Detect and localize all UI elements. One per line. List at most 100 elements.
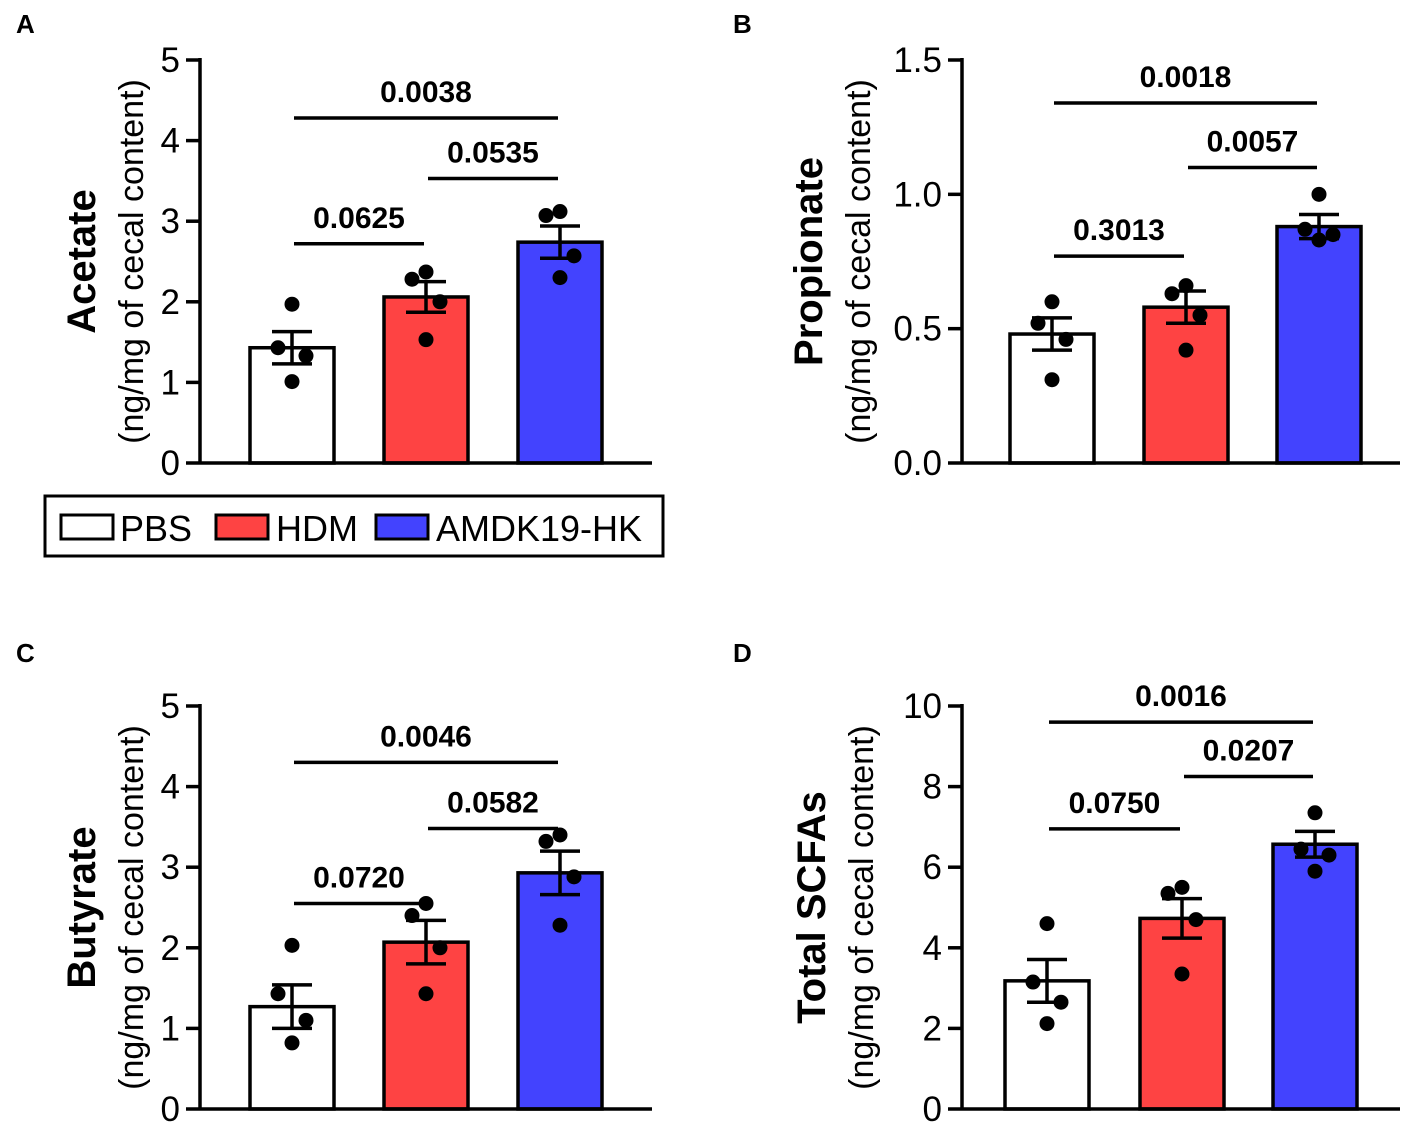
bar-amdk19-hk: [1275, 224, 1363, 465]
bar-amdk19-hk: [1271, 842, 1359, 1111]
y-tick-label: 1: [161, 1009, 180, 1048]
data-point: [284, 937, 300, 953]
data-point: [538, 208, 554, 224]
significance-bracket: 0.0018: [1054, 61, 1317, 105]
error-bar: [272, 983, 312, 1031]
panel-letter: A: [16, 9, 35, 39]
significance-bracket: 0.0582: [428, 787, 558, 831]
p-value-label: 0.0582: [447, 787, 539, 820]
data-point: [1174, 966, 1190, 982]
y-tick-label: 5: [161, 41, 180, 80]
y-tick-label: 0.5: [893, 310, 942, 349]
legend: PBS HDM AMDK19-HK: [43, 494, 665, 558]
data-point: [1297, 221, 1313, 237]
significance-bracket: 0.0057: [1188, 125, 1317, 170]
panel-b: B 0.0 0.5 1.0 1.5 Propionate (ng/mg of cecal c…: [733, 9, 1400, 483]
p-value-label: 0.0535: [447, 136, 539, 169]
data-point: [1030, 315, 1046, 331]
significance-bracket: 0.0038: [294, 76, 558, 120]
data-point: [284, 374, 300, 390]
significance-bracket: 0.0720: [294, 861, 424, 906]
p-value-label: 0.0016: [1135, 680, 1227, 713]
data-point: [1188, 912, 1204, 928]
bar-amdk19-hk: [516, 871, 604, 1111]
y-tick-label: 0: [923, 1090, 942, 1129]
y-tick-label: 2: [161, 283, 180, 322]
data-point: [404, 908, 420, 924]
y-tick-label: 0: [161, 1090, 180, 1129]
y-tick-label: 4: [923, 929, 942, 968]
data-point: [432, 940, 448, 956]
y-tick-label: 3: [161, 202, 180, 241]
data-point: [404, 271, 420, 287]
y-tick-label: 8: [923, 768, 942, 807]
data-point: [298, 348, 314, 364]
error-bar: [272, 329, 312, 366]
significance-bracket: 0.0207: [1184, 735, 1313, 779]
y-tick-label: 0: [161, 444, 180, 483]
data-point: [1192, 307, 1208, 323]
data-point: [418, 986, 434, 1002]
error-bar: [540, 849, 580, 897]
panel-a: A 0 1 2 3 4 5 Acetate (ng/mg of cecal content) 0.…: [16, 9, 652, 483]
significance-bracket: 0.0046: [294, 720, 558, 765]
data-point: [552, 827, 568, 843]
p-value-label: 0.0625: [313, 202, 405, 235]
data-point: [1325, 227, 1341, 243]
panel-letter: D: [733, 638, 752, 668]
data-point: [418, 332, 434, 348]
data-point: [1178, 278, 1194, 294]
y-axis-subtitle: (ng/mg of cecal content): [113, 725, 151, 1090]
data-point: [566, 248, 582, 264]
data-point: [418, 895, 434, 911]
y-tick-label: 3: [161, 848, 180, 887]
y-tick-label: 4: [161, 122, 180, 161]
y-tick-label: 2: [161, 929, 180, 968]
legend-label-amdk19-hk: AMDK19-HK: [436, 508, 642, 549]
data-point: [552, 204, 568, 220]
y-axis-title: Propionate: [787, 157, 831, 366]
data-point: [1044, 372, 1060, 388]
panel-letter: B: [733, 9, 752, 39]
y-tick-label: 5: [161, 687, 180, 726]
p-value-label: 0.0038: [380, 76, 472, 109]
panel-d: D 0 2 4 6 8 10 Total SCFAs (ng/mg of cecal conte…: [733, 638, 1400, 1129]
p-value-label: 0.0046: [380, 720, 472, 753]
data-point: [1039, 916, 1055, 932]
p-value-label: 0.0057: [1207, 125, 1299, 158]
data-point: [1053, 994, 1069, 1010]
data-point: [1321, 847, 1337, 863]
data-point: [1025, 974, 1041, 990]
p-value-label: 0.0750: [1069, 787, 1161, 820]
legend-swatch-amdk19-hk: [374, 513, 430, 541]
significance-bracket: 0.0625: [294, 202, 424, 246]
data-point: [270, 986, 286, 1002]
data-point: [1058, 331, 1074, 347]
data-point: [538, 833, 554, 849]
legend-swatch-pbs: [59, 513, 115, 541]
legend-frame: [43, 494, 665, 558]
y-axis-title: Total SCFAs: [790, 791, 834, 1024]
data-point: [1164, 286, 1180, 302]
data-point: [1160, 885, 1176, 901]
data-point: [1311, 232, 1327, 248]
y-axis-title: Butyrate: [60, 826, 104, 988]
y-axis-subtitle: (ng/mg of cecal content): [843, 725, 881, 1090]
significance-bracket: 0.0535: [428, 136, 558, 181]
legend-label-pbs: PBS: [120, 508, 192, 549]
y-tick-label: 1: [161, 363, 180, 402]
bar-hdm: [382, 295, 470, 465]
data-point: [552, 270, 568, 286]
data-point: [1307, 863, 1323, 879]
legend-label-hdm: HDM: [276, 508, 358, 549]
p-value-label: 0.0207: [1203, 735, 1295, 768]
data-point: [1293, 841, 1309, 857]
p-value-label: 0.3013: [1073, 214, 1165, 247]
y-tick-label: 1.5: [893, 41, 942, 80]
data-point: [1174, 879, 1190, 895]
y-tick-label: 0.0: [893, 444, 942, 483]
data-point: [1178, 342, 1194, 358]
data-point: [1039, 1016, 1055, 1032]
panel-c: C 0 1 2 3 4 5 Butyrate (ng/mg of cecal content) 0…: [16, 638, 652, 1129]
